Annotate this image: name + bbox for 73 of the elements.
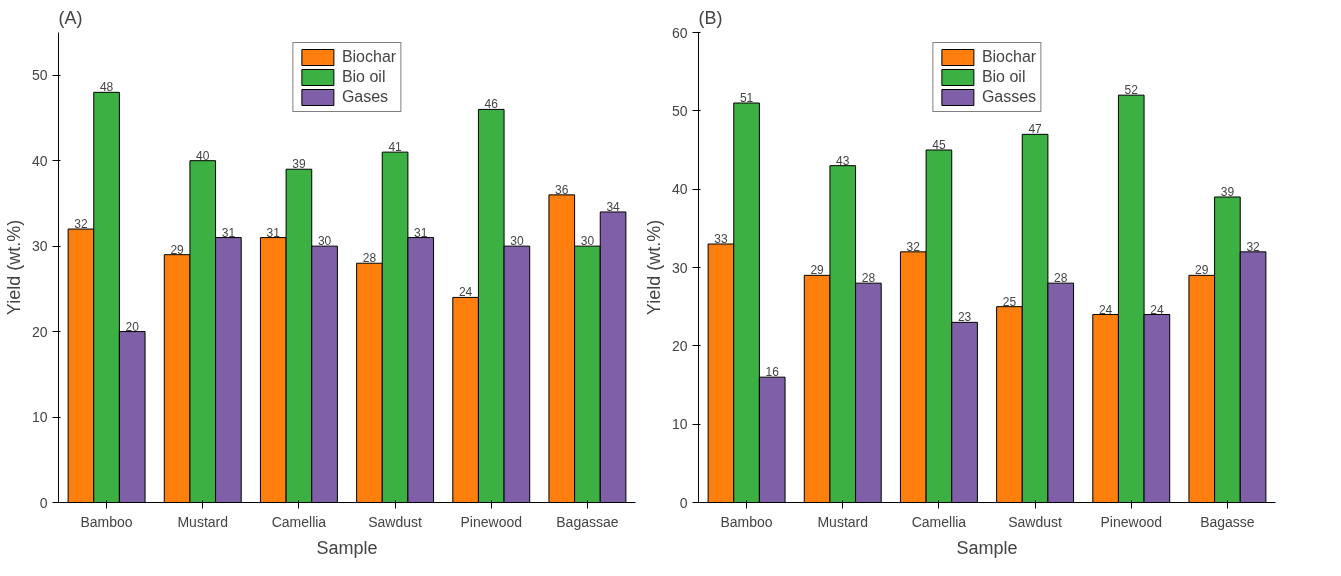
data-label: 28 xyxy=(362,251,377,266)
y-tick-label: 60 xyxy=(671,24,688,41)
legend-label: Biochar xyxy=(981,48,1037,66)
data-label: 40 xyxy=(196,148,210,163)
x-tick-label: Bamboo xyxy=(720,513,773,530)
data-label: 24 xyxy=(1150,302,1164,317)
data-label: 31 xyxy=(221,225,236,240)
y-tick-label: 0 xyxy=(679,494,688,511)
data-label: 31 xyxy=(266,225,281,240)
data-label: 29 xyxy=(810,263,825,278)
x-axis-title: Sample xyxy=(316,537,378,558)
data-label: 30 xyxy=(317,234,332,249)
data-label: 29 xyxy=(170,242,185,257)
x-tick-label: Camellia xyxy=(911,513,967,530)
legend-label: Gasses xyxy=(981,88,1037,106)
y-tick-label: 50 xyxy=(31,67,48,84)
y-axis-title: Yield (wt.%) xyxy=(3,219,24,316)
y-tick-label: 40 xyxy=(671,181,688,198)
data-label: 28 xyxy=(1054,271,1068,286)
y-tick-label: 20 xyxy=(31,323,48,340)
x-tick-label: Sawdust xyxy=(1008,513,1063,530)
x-tick-label: Mustard xyxy=(817,513,869,530)
legend-label: Bio oil xyxy=(341,68,386,86)
legend-label: Biochar xyxy=(341,48,397,66)
y-tick-label: 0 xyxy=(39,494,48,511)
legend-label: Gases xyxy=(341,88,389,106)
data-label: 24 xyxy=(458,285,473,300)
data-label: 36 xyxy=(555,182,569,197)
data-label: 46 xyxy=(484,97,499,112)
data-label: 34 xyxy=(606,199,621,214)
data-label: 41 xyxy=(388,140,403,155)
data-label: 33 xyxy=(714,232,728,246)
x-tick-label: Sawdust xyxy=(368,513,423,530)
data-label: 23 xyxy=(957,310,972,325)
y-tick-label: 30 xyxy=(671,259,688,276)
data-label: 39 xyxy=(1220,185,1235,199)
chart-title: (A) xyxy=(58,7,83,28)
x-tick-label: Bamboo xyxy=(80,513,133,530)
data-label: 25 xyxy=(1002,294,1017,309)
data-label: 31 xyxy=(414,225,428,240)
data-label: 29 xyxy=(1195,263,1209,278)
x-tick-label: Pinewood xyxy=(460,513,523,530)
data-label: 32 xyxy=(1246,239,1261,254)
y-tick-label: 40 xyxy=(31,152,48,169)
y-tick-label: 10 xyxy=(671,416,688,433)
data-label: 52 xyxy=(1124,83,1139,98)
data-label: 30 xyxy=(510,234,524,249)
x-axis-title: Sample xyxy=(956,537,1018,558)
data-label: 16 xyxy=(765,365,780,380)
data-label: 30 xyxy=(580,234,595,249)
data-label: 47 xyxy=(1028,122,1043,137)
data-label: 28 xyxy=(861,271,876,286)
y-tick-label: 50 xyxy=(671,102,688,119)
data-label: 45 xyxy=(932,138,946,152)
x-tick-label: Bagassae xyxy=(556,513,619,530)
chart-title: (B) xyxy=(698,7,723,28)
data-label: 39 xyxy=(292,157,306,172)
y-tick-label: 20 xyxy=(671,337,688,354)
x-tick-label: Mustard xyxy=(177,513,229,530)
data-label: 43 xyxy=(836,153,850,168)
y-tick-label: 10 xyxy=(31,409,48,426)
x-tick-label: Pinewood xyxy=(1100,513,1163,530)
data-label: 48 xyxy=(99,80,114,95)
x-tick-label: Bagasse xyxy=(1200,513,1255,530)
x-tick-label: Camellia xyxy=(271,513,327,530)
data-label: 20 xyxy=(125,319,140,334)
y-axis-title: Yield (wt.%) xyxy=(643,219,664,316)
data-label: 32 xyxy=(906,239,921,254)
y-tick-label: 30 xyxy=(31,238,48,255)
data-label: 32 xyxy=(74,217,88,232)
legend-label: Bio oil xyxy=(981,68,1026,86)
data-label: 51 xyxy=(739,91,754,105)
data-label: 24 xyxy=(1098,302,1113,317)
